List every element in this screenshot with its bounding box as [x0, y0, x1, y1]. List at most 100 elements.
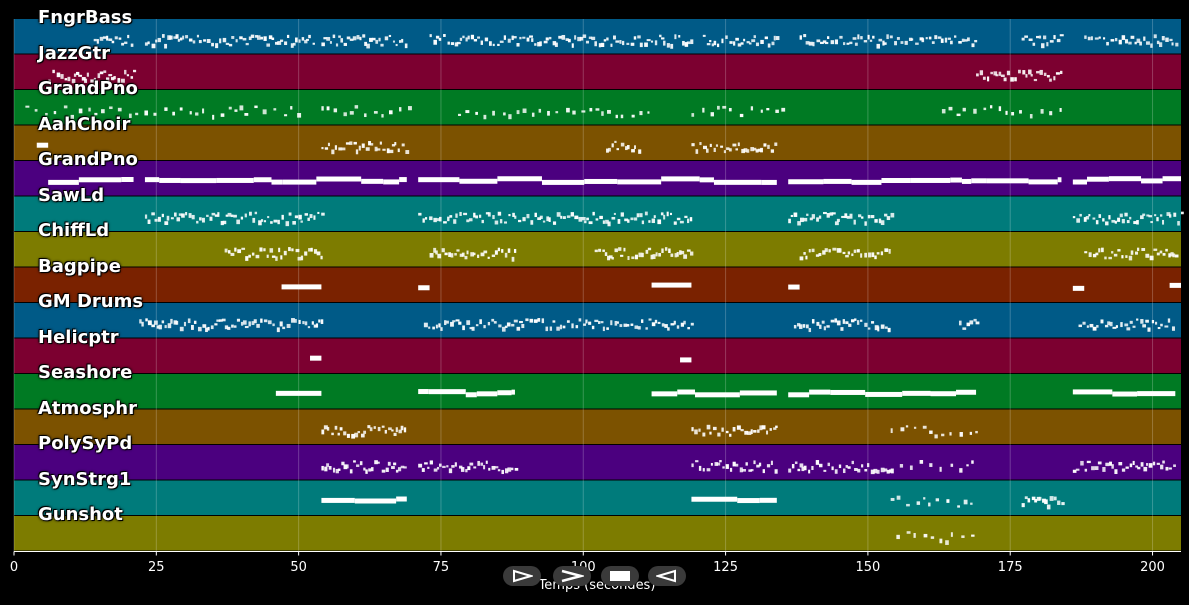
note	[830, 389, 866, 395]
note	[760, 39, 764, 45]
note	[307, 217, 310, 221]
note	[349, 38, 354, 41]
note	[1084, 35, 1087, 39]
note	[304, 39, 308, 44]
note	[273, 219, 278, 223]
note	[605, 219, 609, 224]
note	[153, 112, 157, 116]
note	[508, 214, 511, 217]
note	[913, 532, 916, 538]
note	[1173, 212, 1177, 217]
note	[248, 36, 252, 41]
note	[650, 254, 654, 260]
note	[680, 357, 692, 363]
note	[494, 466, 499, 469]
note	[691, 113, 695, 117]
note	[1098, 36, 1101, 39]
note	[196, 220, 199, 224]
note	[816, 321, 820, 326]
note	[661, 323, 665, 327]
note	[728, 148, 732, 152]
note	[570, 212, 574, 217]
note	[706, 43, 711, 46]
note	[934, 35, 938, 40]
note	[836, 248, 841, 253]
note	[121, 177, 134, 183]
note-segment	[1084, 247, 1179, 261]
note	[1096, 325, 1099, 328]
note	[844, 213, 848, 219]
note-segment	[48, 177, 134, 185]
note	[354, 498, 397, 504]
note	[822, 250, 826, 255]
note	[332, 467, 336, 473]
note	[894, 41, 897, 46]
note	[986, 178, 1029, 184]
note	[577, 36, 582, 42]
note	[176, 217, 180, 222]
note	[746, 149, 750, 153]
note	[929, 463, 933, 467]
note	[166, 215, 170, 221]
note	[279, 321, 283, 327]
note	[1146, 214, 1150, 217]
note-segment	[1169, 282, 1181, 288]
note	[781, 107, 786, 112]
forward-button[interactable]	[553, 566, 591, 586]
note	[443, 34, 446, 37]
note	[537, 217, 542, 221]
note	[928, 502, 931, 507]
note	[284, 41, 288, 46]
note	[439, 216, 442, 222]
note	[976, 73, 979, 77]
note	[321, 429, 325, 435]
note	[151, 43, 156, 49]
note	[896, 37, 900, 40]
note	[906, 531, 911, 534]
note	[882, 40, 885, 46]
note	[1159, 250, 1163, 254]
note	[483, 250, 488, 254]
note	[224, 325, 229, 330]
note	[67, 76, 71, 82]
note	[548, 217, 551, 222]
note	[158, 324, 162, 330]
note	[469, 218, 473, 222]
note	[854, 318, 857, 321]
note	[130, 76, 134, 79]
note	[250, 34, 255, 38]
note	[475, 111, 478, 115]
track-band	[14, 445, 1181, 480]
note	[363, 430, 367, 434]
note	[354, 105, 359, 109]
note	[86, 72, 89, 77]
note	[343, 431, 347, 436]
note	[713, 40, 717, 46]
note	[534, 43, 537, 46]
note	[209, 216, 213, 221]
note	[950, 177, 962, 183]
note	[808, 41, 813, 46]
note	[454, 42, 459, 47]
stop-button[interactable]	[601, 566, 639, 586]
rewind-button[interactable]	[648, 566, 686, 586]
note	[543, 40, 548, 44]
note	[222, 37, 227, 43]
note	[1036, 71, 1040, 74]
note	[964, 39, 968, 42]
note	[1130, 250, 1134, 255]
note	[1143, 36, 1146, 41]
note	[959, 432, 963, 437]
note	[878, 38, 883, 42]
play-button[interactable]	[503, 566, 541, 586]
note	[438, 37, 442, 41]
note	[874, 325, 879, 331]
note-segment	[1021, 496, 1065, 510]
note	[216, 177, 254, 183]
note	[1114, 220, 1117, 224]
note	[52, 69, 55, 74]
note	[164, 43, 168, 49]
note	[459, 253, 464, 257]
note	[260, 318, 263, 323]
note	[939, 466, 942, 472]
